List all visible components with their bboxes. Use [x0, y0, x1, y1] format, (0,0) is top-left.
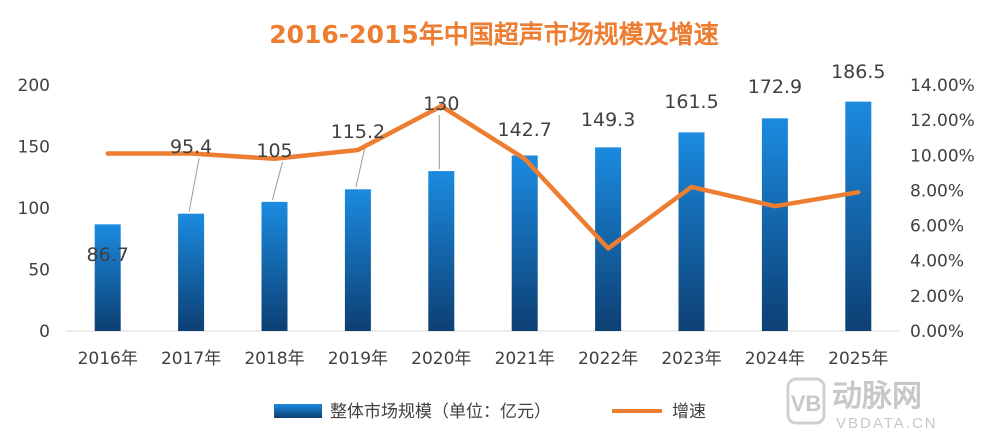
chart-title: 2016-2015年中国超声市场规模及增速: [269, 20, 719, 49]
data-label: 172.9: [748, 76, 802, 98]
y-right-tick-label: 0.00%: [910, 322, 964, 342]
bar: [678, 132, 705, 331]
bar: [94, 224, 121, 331]
y-right-tick-label: 2.00%: [910, 287, 964, 307]
y-axis-left: 0 50 100 150 200: [18, 76, 50, 342]
bar: [261, 201, 288, 331]
x-tick-label: 2018年: [244, 349, 304, 369]
bar: [511, 155, 538, 331]
leader-line: [188, 157, 200, 212]
y-left-tick-label: 50: [28, 261, 50, 281]
data-label: 142.7: [497, 119, 551, 141]
bars-layer: [94, 101, 872, 331]
data-label: 86.7: [87, 244, 129, 266]
y-right-tick-label: 10.00%: [910, 146, 975, 166]
bar: [761, 118, 788, 331]
data-label: 130: [423, 93, 459, 115]
line-layer: [105, 103, 861, 251]
x-tick-label: 2021年: [495, 349, 555, 369]
watermark: VB 动脉网 VBDATA.CN: [786, 377, 938, 432]
y-right-tick-label: 6.00%: [910, 217, 964, 237]
data-label: 161.5: [664, 91, 718, 113]
y-left-tick-label: 200: [18, 76, 50, 96]
y-right-tick-label: 14.00%: [910, 76, 975, 96]
leader-layer: [188, 115, 440, 212]
y-left-tick-label: 0: [39, 322, 50, 342]
x-tick-label: 2024年: [745, 349, 805, 369]
legend-bar-swatch: [274, 404, 322, 418]
data-label: 95.4: [170, 136, 212, 158]
x-tick-label: 2017年: [161, 349, 221, 369]
legend: 整体市场规模（单位：亿元） 增速: [274, 402, 706, 422]
y-right-tick-label: 4.00%: [910, 252, 964, 272]
x-tick-label: 2023年: [661, 349, 721, 369]
x-tick-label: 2016年: [78, 349, 138, 369]
y-right-tick-label: 12.00%: [910, 111, 975, 131]
x-axis: 2016年 2017年 2018年 2019年 2020年 2021年 2022年 2023年…: [78, 349, 889, 369]
legend-bar-label: 整体市场规模（单位：亿元）: [330, 402, 551, 422]
bar: [344, 189, 371, 331]
watermark-brand: 动脉网: [832, 380, 922, 413]
data-label: 115.2: [331, 121, 385, 143]
bar: [845, 101, 872, 331]
data-label: 149.3: [581, 109, 635, 131]
legend-line-label: 增速: [672, 402, 706, 422]
x-tick-label: 2025年: [828, 349, 888, 369]
watermark-logo-mark: VB: [791, 391, 822, 416]
data-label: 186.5: [831, 61, 885, 83]
labels-layer: 86.7 95.4 105 115.2 130 142.7 149.3 161.5 172.9 1…: [87, 61, 886, 266]
leader-line: [355, 142, 367, 188]
data-label: 105: [256, 140, 292, 162]
watermark-site: VBDATA.CN: [836, 415, 938, 432]
watermark-logo-icon: [786, 377, 826, 425]
x-tick-label: 2019年: [328, 349, 388, 369]
y-right-tick-label: 8.00%: [910, 181, 964, 201]
growth-line: [105, 103, 861, 251]
bar: [428, 171, 455, 331]
y-axis-right: 0.00% 2.00% 4.00% 6.00% 8.00% 10.00% 12.00% 14.…: [910, 76, 975, 342]
y-left-tick-label: 150: [18, 138, 50, 158]
y-left-tick-label: 100: [18, 199, 50, 219]
bar: [178, 213, 205, 331]
leader-line: [272, 161, 283, 200]
x-tick-label: 2022年: [578, 349, 638, 369]
x-tick-label: 2020年: [411, 349, 471, 369]
